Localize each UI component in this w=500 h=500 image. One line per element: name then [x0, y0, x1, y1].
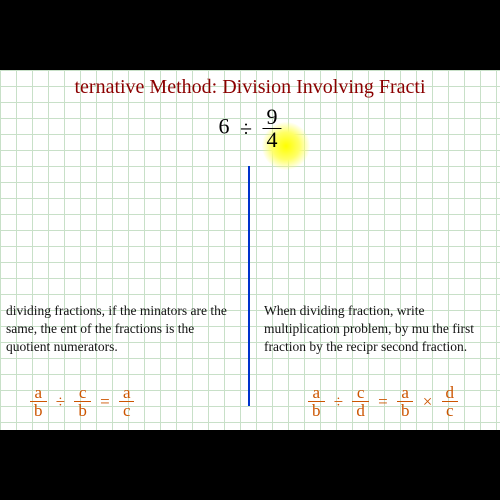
- right-explanation: When dividing fraction, write multiplica…: [264, 302, 494, 357]
- divide-op: ÷: [240, 116, 252, 142]
- vertical-divider: [248, 166, 250, 406]
- slide-title: ternative Method: Division Involving Fra…: [0, 76, 500, 99]
- right-formula: ab ÷ cd = ab × dc: [308, 384, 458, 419]
- denominator: 4: [263, 129, 282, 151]
- left-formula: ab ÷ cb = ac: [30, 384, 134, 419]
- fraction: 9 4: [263, 106, 282, 151]
- main-expression: 6 ÷ 9 4: [218, 106, 281, 151]
- left-explanation: dividing fractions, if the minators are …: [6, 302, 236, 357]
- numerator: 9: [263, 106, 282, 129]
- whole-number: 6: [218, 114, 229, 139]
- slide-frame: ternative Method: Division Involving Fra…: [0, 70, 500, 430]
